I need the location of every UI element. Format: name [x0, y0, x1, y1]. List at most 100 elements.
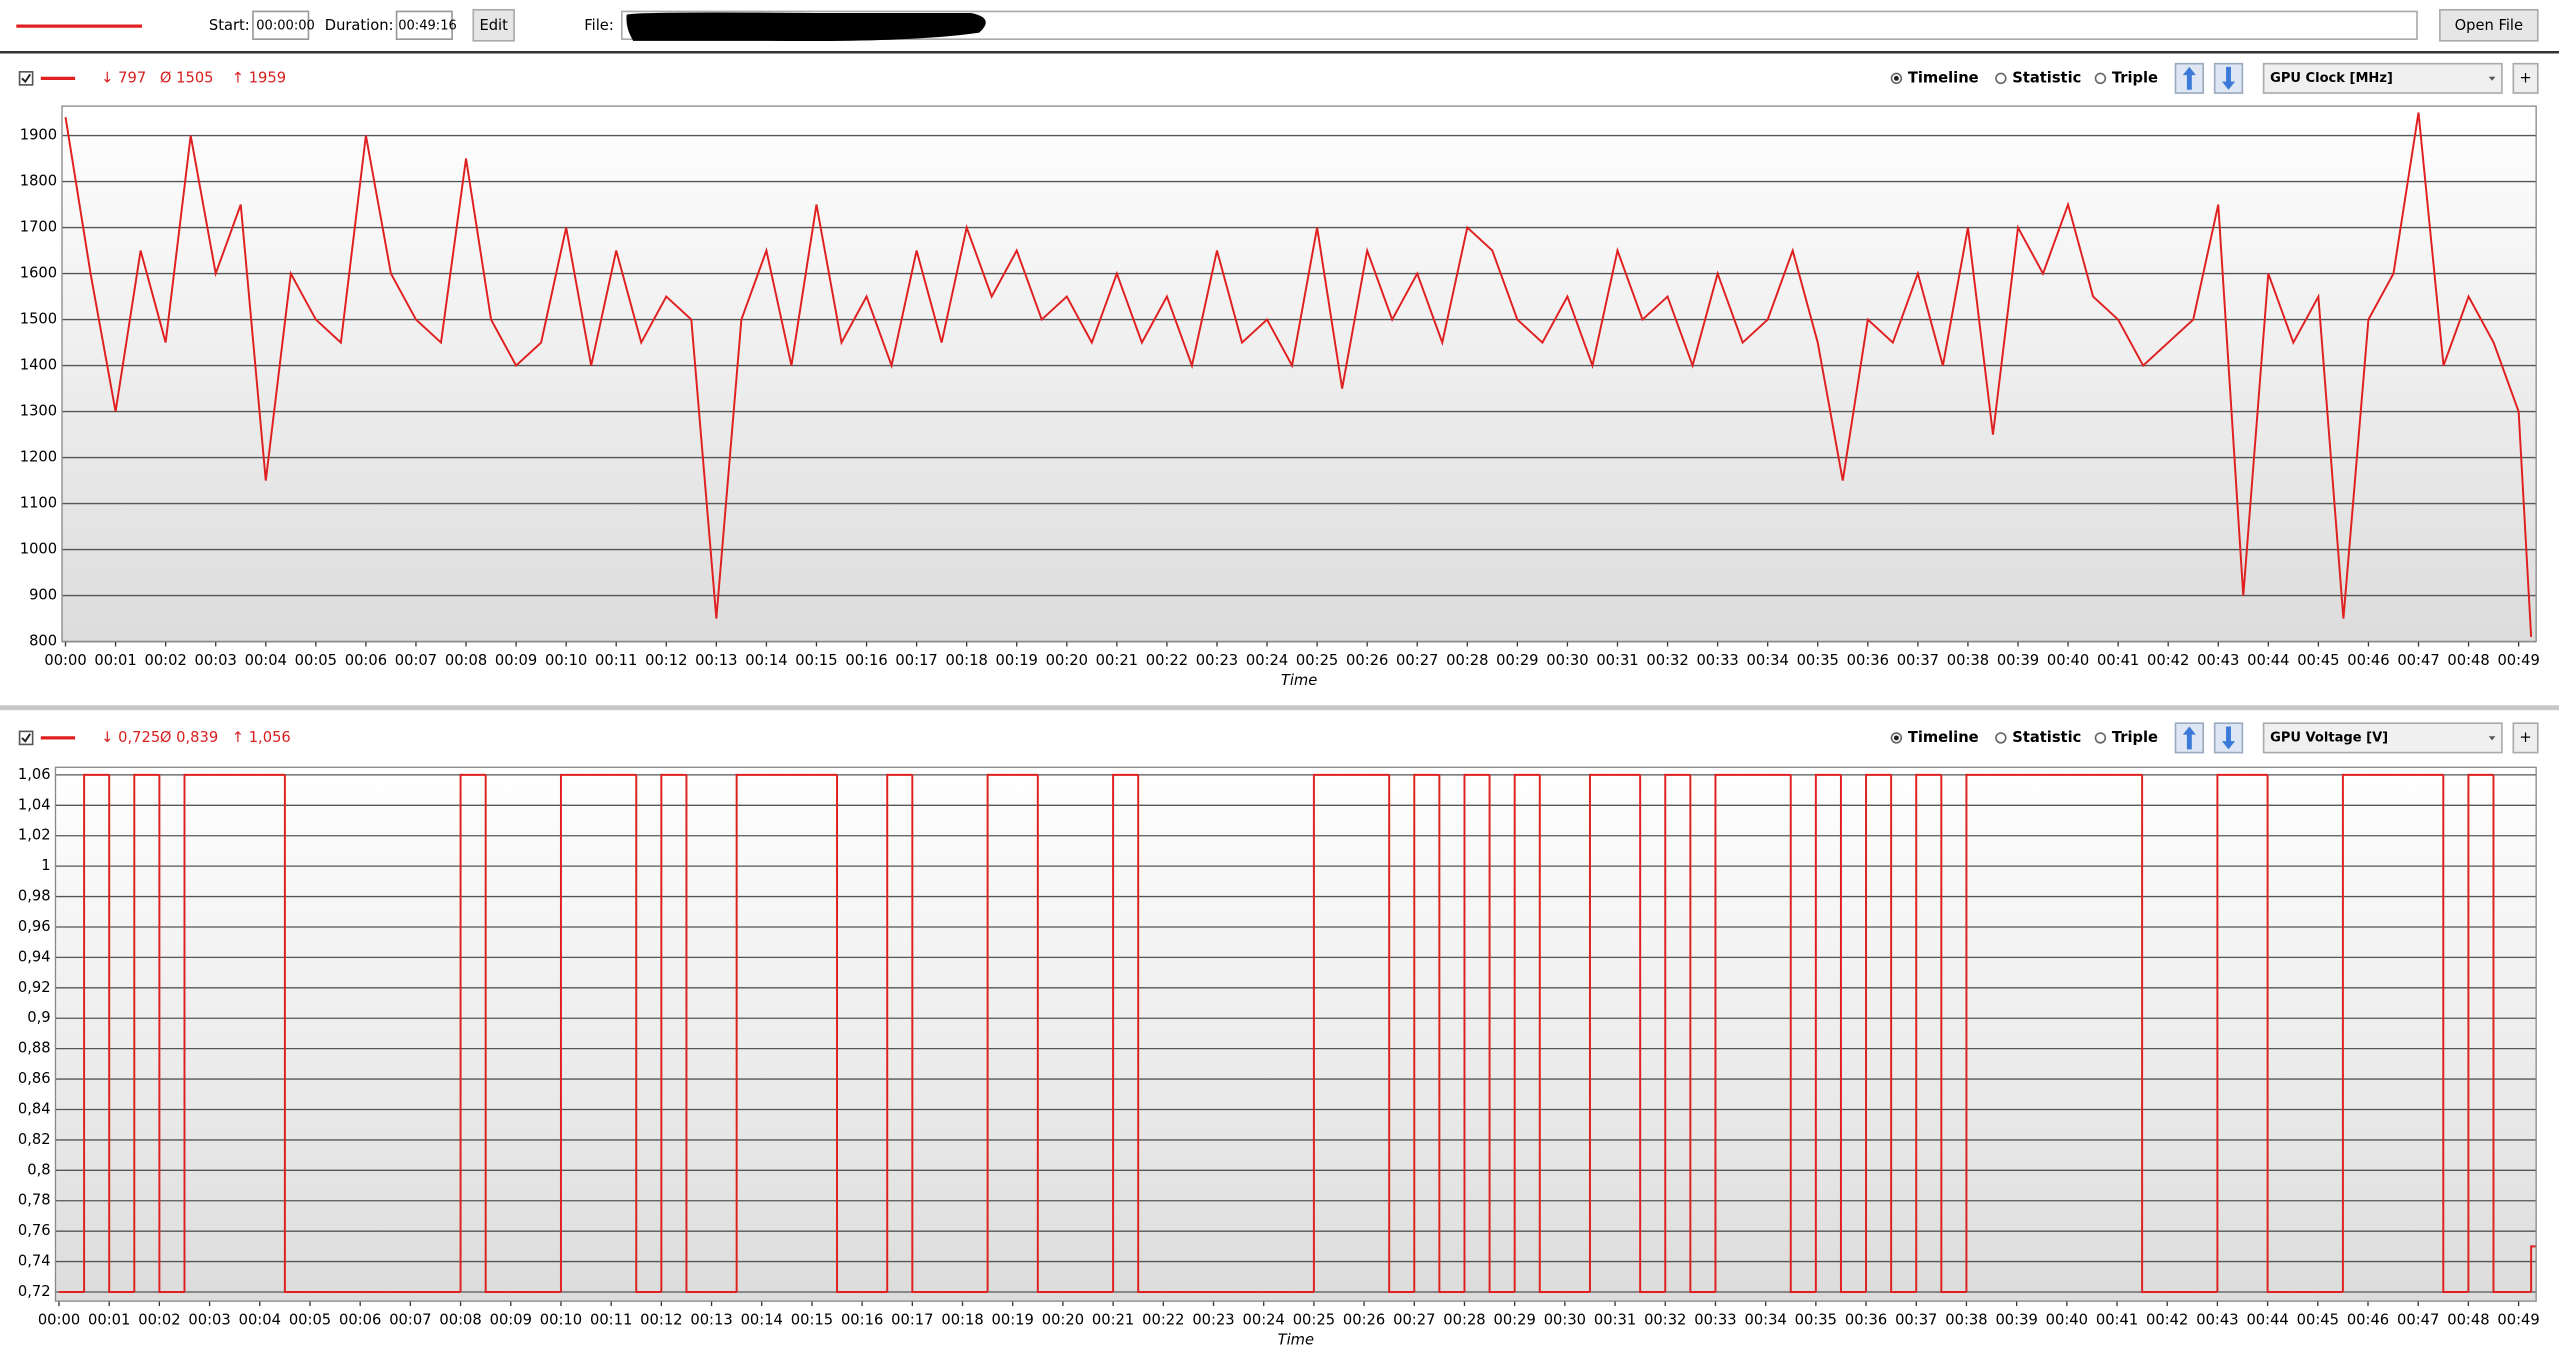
stat-value: ↓ 0,725 [101, 729, 160, 746]
line-step [2492, 774, 2519, 1293]
sensor-dropdown[interactable] [2262, 62, 2503, 94]
x-tick-label: 00:25 [1296, 652, 1338, 669]
line-step [559, 773, 587, 1293]
line-step [1112, 773, 1139, 1293]
line-step [1639, 774, 1666, 1293]
x-tick-label: 00:13 [695, 652, 737, 669]
y-tick-label: 1200 [20, 449, 57, 466]
duration-input[interactable] [395, 10, 453, 40]
plot-border [54, 766, 2537, 1302]
x-tick-label: 00:45 [2297, 1312, 2339, 1329]
stat-value: Ø 1505 [160, 69, 214, 86]
y-tick-label: 0,74 [18, 1253, 51, 1270]
x-tick-label: 00:26 [1346, 652, 1388, 669]
line-step [1664, 773, 1691, 1293]
line-step [1890, 774, 1917, 1293]
start-label: Start: [209, 17, 250, 34]
x-tick-label: 00:35 [1795, 1312, 1837, 1329]
radio-button[interactable] [1995, 72, 2007, 85]
line-step [1036, 774, 1063, 1293]
radio-button[interactable] [2094, 72, 2107, 85]
edit-button[interactable] [472, 8, 515, 42]
y-tick-label: 1500 [20, 311, 57, 328]
x-tick-label: 00:25 [1293, 1312, 1335, 1329]
checkbox[interactable] [18, 730, 34, 746]
x-tick-label: 00:02 [144, 652, 186, 669]
x-tick-label: 00:42 [2146, 1312, 2188, 1329]
line-step [1940, 774, 1967, 1293]
x-tick-label: 00:00 [44, 652, 86, 669]
x-tick-label: 00:04 [245, 652, 287, 669]
radio-button[interactable] [1995, 732, 2007, 744]
open-file-button[interactable] [2439, 8, 2539, 42]
mode-label: Timeline [1908, 69, 1979, 86]
x-tick-label: 00:20 [1046, 652, 1088, 669]
x-tick-label: 00:15 [791, 1312, 833, 1329]
x-tick-label: 00:17 [891, 1312, 933, 1329]
x-tick-label: 00:37 [1895, 1312, 1937, 1329]
x-tick-label: 00:12 [645, 652, 687, 669]
y-tick-label: 0,92 [18, 979, 51, 996]
line-step [2141, 774, 2168, 1293]
line-step [133, 773, 160, 1293]
x-tick-label: 00:24 [1243, 1312, 1285, 1329]
y-tick-label: 1100 [20, 495, 57, 512]
line-step [685, 774, 712, 1293]
y-tick-label: 0,96 [18, 918, 51, 935]
arrow-icon [2182, 66, 2196, 90]
line-step [1588, 773, 1616, 1293]
y-tick-label: 900 [29, 587, 57, 604]
line-step [83, 773, 110, 1293]
line-step [1714, 773, 1741, 1293]
x-tick-label: 00:20 [1042, 1312, 1084, 1329]
plot-area [62, 106, 2537, 642]
x-axis-label: Time [1281, 672, 1317, 689]
radio-dot [1893, 75, 1899, 81]
x-tick-label: 00:34 [1744, 1312, 1786, 1329]
line-step [183, 773, 210, 1293]
x-tick-label: 00:32 [1646, 652, 1688, 669]
x-tick-label: 00:15 [795, 652, 837, 669]
x-tick-label: 00:38 [1947, 652, 1989, 669]
line-step [1538, 774, 1565, 1293]
line-step [1438, 774, 1465, 1293]
x-tick-label: 00:21 [1092, 1312, 1134, 1329]
plot-border [61, 105, 2537, 643]
add-button[interactable] [2512, 62, 2539, 94]
line-step [2216, 773, 2243, 1293]
x-tick-label: 00:41 [2097, 652, 2139, 669]
line-step [2530, 1245, 2537, 1293]
x-tick-label: 00:19 [996, 652, 1038, 669]
stat-value: ↑ 1,056 [232, 729, 291, 746]
line-step [1312, 773, 1339, 1293]
panel-separator [0, 705, 2559, 711]
line-step [1965, 773, 1992, 1293]
x-tick-label: 00:47 [2397, 652, 2439, 669]
x-tick-label: 00:14 [745, 652, 787, 669]
sensor-label: GPU Voltage [V] [2270, 730, 2388, 745]
x-tick-label: 00:06 [339, 1312, 381, 1329]
start-input[interactable] [252, 10, 310, 40]
x-tick-label: 00:23 [1196, 652, 1238, 669]
radio-button[interactable] [2094, 732, 2107, 744]
x-tick-label: 00:14 [741, 1312, 783, 1329]
line-step [1814, 773, 1841, 1293]
line-step [1463, 773, 1490, 1293]
y-tick-label: 0,76 [18, 1222, 51, 1239]
x-tick-label: 00:28 [1446, 652, 1488, 669]
edit-label: Edit [479, 17, 508, 34]
checkbox[interactable] [18, 71, 34, 86]
x-tick-label: 00:39 [1995, 1312, 2037, 1329]
x-tick-label: 00:44 [2246, 1312, 2288, 1329]
mode-label: Statistic [2012, 69, 2081, 86]
sensor-dropdown[interactable] [2262, 722, 2503, 754]
x-tick-label: 00:45 [2297, 652, 2339, 669]
x-tick-label: 00:24 [1246, 652, 1288, 669]
x-tick-label: 00:37 [1897, 652, 1939, 669]
x-tick-label: 00:46 [2347, 1312, 2389, 1329]
add-button[interactable] [2512, 722, 2539, 754]
x-tick-label: 00:49 [2497, 652, 2539, 669]
x-tick-label: 00:42 [2147, 652, 2189, 669]
check-mark [21, 73, 32, 84]
dropdown-caret [2488, 76, 2496, 81]
